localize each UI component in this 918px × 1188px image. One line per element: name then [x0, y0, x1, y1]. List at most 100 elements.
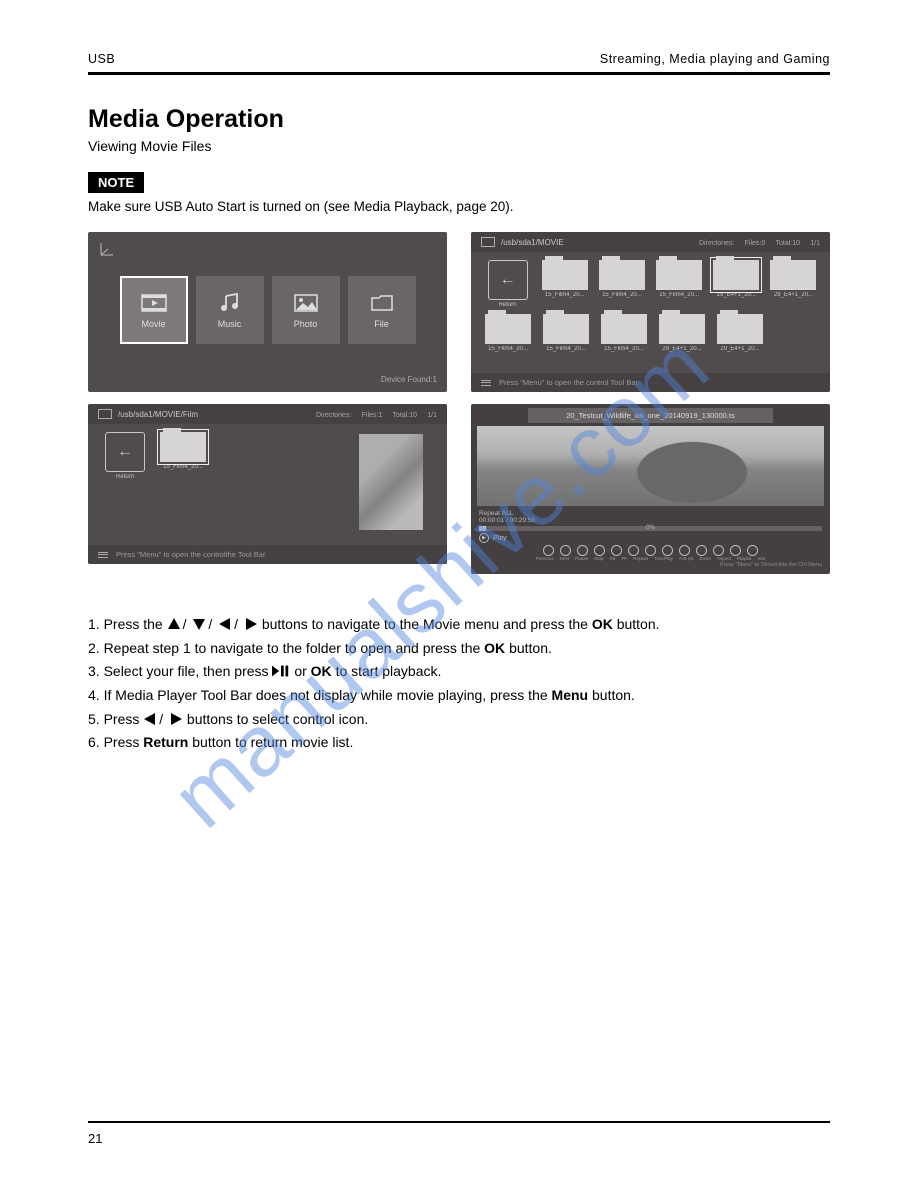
page-subtitle: Viewing Movie Files: [88, 138, 830, 154]
screenshot-video-player: 20_Testcut_Wildlife_on_one_20140919_1300…: [471, 404, 830, 574]
video-controls: Repeat:ALL 00:00:01 / 00:29:58 0% ▶ Play…: [471, 506, 830, 574]
player-btn-label: Stop: [594, 556, 603, 561]
right-arrow-icon: [169, 711, 183, 727]
page-number: 21: [88, 1131, 830, 1146]
folder-icon: [659, 314, 705, 344]
player-btn-previous[interactable]: [543, 545, 554, 556]
right-arrow-icon: [244, 616, 258, 632]
down-arrow-icon: [192, 616, 206, 632]
folder-item[interactable]: 15_Film4_20...: [541, 314, 591, 352]
return-key: Return: [143, 734, 188, 750]
player-btn-stop[interactable]: [594, 545, 605, 556]
return-item[interactable]: ← Return: [483, 260, 532, 308]
folder-item[interactable]: 29_E4+1_20...: [712, 260, 761, 308]
category-tile-music[interactable]: Music: [196, 276, 264, 344]
item-label: 29_E4+1_20...: [769, 292, 818, 298]
ok-key: OK: [484, 640, 505, 656]
folder-item[interactable]: 15_Film4_20...: [158, 432, 208, 537]
folder-item[interactable]: 15_Film4_20...: [597, 260, 646, 308]
play-pause-icon: [272, 663, 290, 679]
browser-titlebar: /usb/sda1/MOVIE/Film Directories: Files:…: [88, 404, 447, 424]
item-label: 29_E4+1_20...: [657, 346, 707, 352]
player-btn-repeat[interactable]: [645, 545, 656, 556]
browser-meta: Directories: Files:1 Total:10 1/1: [308, 410, 437, 419]
player-btn-a-b-rpt[interactable]: [679, 545, 690, 556]
folder-icon: [542, 260, 588, 290]
screenshot-folder-browser: /usb/sda1/MOVIE Directories: Files:0 Tot…: [471, 232, 830, 392]
screenshot-media-categories: MovieMusicPhotoFile Device Found:1: [88, 232, 447, 392]
item-label: 15_Film4_20...: [597, 292, 646, 298]
page-header: USB Streaming, Media playing and Gaming: [88, 52, 830, 75]
item-label: 15_Film4_20...: [599, 346, 649, 352]
player-btn-label: A-B rpt: [679, 556, 693, 561]
page-title: Media Operation: [88, 105, 830, 134]
item-label: 15_Film4_20...: [541, 346, 591, 352]
item-label: 15_Film4_20...: [483, 346, 533, 352]
player-btn-label: TimePlay: [654, 556, 673, 561]
tile-label: Music: [218, 319, 242, 329]
item-label: 15_Film4_20...: [540, 292, 589, 298]
folder-item[interactable]: 15_Film4_20...: [540, 260, 589, 308]
player-btn-fb[interactable]: [611, 545, 622, 556]
player-btn-label: Info: [758, 556, 766, 561]
player-btn-aspect[interactable]: [713, 545, 724, 556]
player-btn-ff[interactable]: [628, 545, 639, 556]
repeat-label: Repeat:ALL: [479, 510, 513, 517]
folder-item[interactable]: 29_E4+1_20...: [769, 260, 818, 308]
player-btn-info[interactable]: [747, 545, 758, 556]
note-label: NOTE: [88, 172, 144, 193]
folder-icon: [543, 314, 589, 344]
player-btn-label: FF: [621, 556, 627, 561]
folder-icon: [717, 314, 763, 344]
folder-icon: [160, 432, 206, 462]
player-btn-next[interactable]: [560, 545, 571, 556]
screenshot-grid: MovieMusicPhotoFile Device Found:1 /usb/…: [88, 232, 830, 574]
item-label: 29_E4+1_20...: [715, 346, 765, 352]
progress-percent: 0%: [646, 525, 655, 531]
item-label: Return: [100, 474, 150, 480]
note-text: Make sure USB Auto Start is turned on (s…: [88, 199, 830, 214]
browser-path: /usb/sda1/MOVIE/Film: [118, 410, 198, 419]
player-btn-label: Playlist: [737, 556, 752, 561]
player-btn-label: Repeat: [633, 556, 648, 561]
item-label: 29_E4+1_20...: [712, 292, 761, 298]
browser-titlebar: /usb/sda1/MOVIE Directories: Files:0 Tot…: [471, 232, 830, 252]
browser-footbar: Press "Menu" to open the control Tool Ba…: [471, 373, 830, 392]
up-arrow-icon: [167, 616, 181, 632]
header-section: USB: [88, 52, 115, 66]
file-preview: [359, 434, 423, 530]
item-label: Return: [483, 302, 532, 308]
play-label: Play: [493, 535, 507, 542]
return-icon: ←: [105, 432, 145, 472]
video-title: 20_Testcut_Wildlife_on_one_20140919_1300…: [528, 408, 772, 423]
folder-item[interactable]: 29_E4+1_20...: [715, 314, 765, 352]
folder-item[interactable]: 29_E4+1_20...: [657, 314, 707, 352]
category-tile-photo[interactable]: Photo: [272, 276, 340, 344]
menu-icon: [481, 380, 491, 386]
browser-meta: Directories: Files:0 Total:10 1/1: [691, 238, 820, 247]
video-frame: [477, 426, 824, 506]
page-footer: 21: [88, 1121, 830, 1146]
axis-icon: [98, 240, 116, 261]
player-btn-timeplay[interactable]: [662, 545, 673, 556]
folder-icon: [656, 260, 702, 290]
folder-item[interactable]: 15_Film4_20...: [483, 314, 533, 352]
return-item[interactable]: ← Return: [100, 432, 150, 537]
player-btn-pause[interactable]: [577, 545, 588, 556]
menu-icon: [98, 552, 108, 558]
tile-label: Photo: [294, 319, 318, 329]
return-icon: ←: [488, 260, 528, 300]
play-button-icon[interactable]: ▶: [479, 533, 489, 543]
browser-path: /usb/sda1/MOVIE: [501, 238, 564, 247]
progress-bar[interactable]: 0%: [479, 526, 822, 531]
category-tile-movie[interactable]: Movie: [120, 276, 188, 344]
ok-key: OK: [311, 663, 332, 679]
folder-icon: [601, 314, 647, 344]
folder-item[interactable]: 15_Film4_20...: [655, 260, 704, 308]
header-owner: Streaming, Media playing and Gaming: [600, 52, 830, 66]
player-btn-playlist[interactable]: [730, 545, 741, 556]
category-tile-file[interactable]: File: [348, 276, 416, 344]
player-btn-zoom[interactable]: [696, 545, 707, 556]
left-arrow-icon: [218, 616, 232, 632]
folder-item[interactable]: 15_Film4_20...: [599, 314, 649, 352]
